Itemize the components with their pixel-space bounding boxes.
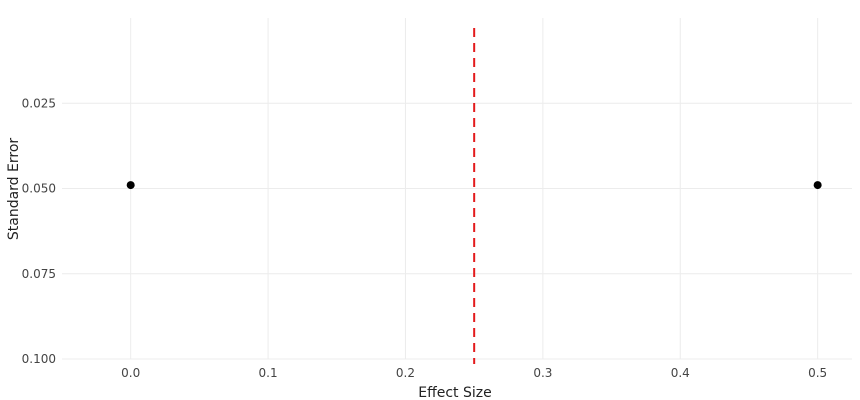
x-tick-label: 0.2	[396, 366, 415, 380]
data-point	[813, 181, 822, 190]
y-tick-label: 0.050	[22, 182, 56, 196]
x-tick-label: 0.5	[808, 366, 827, 380]
x-tick-label: 0.3	[533, 366, 552, 380]
x-tick-label: 0.1	[259, 366, 278, 380]
x-axis-ticks: 0.0 0.1 0.2 0.3 0.4 0.5	[121, 366, 827, 380]
y-tick-label: 0.075	[22, 267, 56, 281]
grid-layer	[62, 18, 852, 360]
x-axis-title: Effect Size	[418, 385, 491, 400]
y-tick-label: 0.100	[22, 352, 56, 366]
points-layer	[126, 181, 822, 190]
data-point	[126, 181, 135, 190]
x-tick-label: 0.4	[671, 366, 690, 380]
x-tick-label: 0.0	[121, 366, 140, 380]
y-axis-title: Standard Error	[6, 138, 22, 241]
y-tick-label: 0.025	[22, 96, 56, 110]
y-axis-ticks: 0.025 0.050 0.075 0.100	[22, 96, 56, 366]
